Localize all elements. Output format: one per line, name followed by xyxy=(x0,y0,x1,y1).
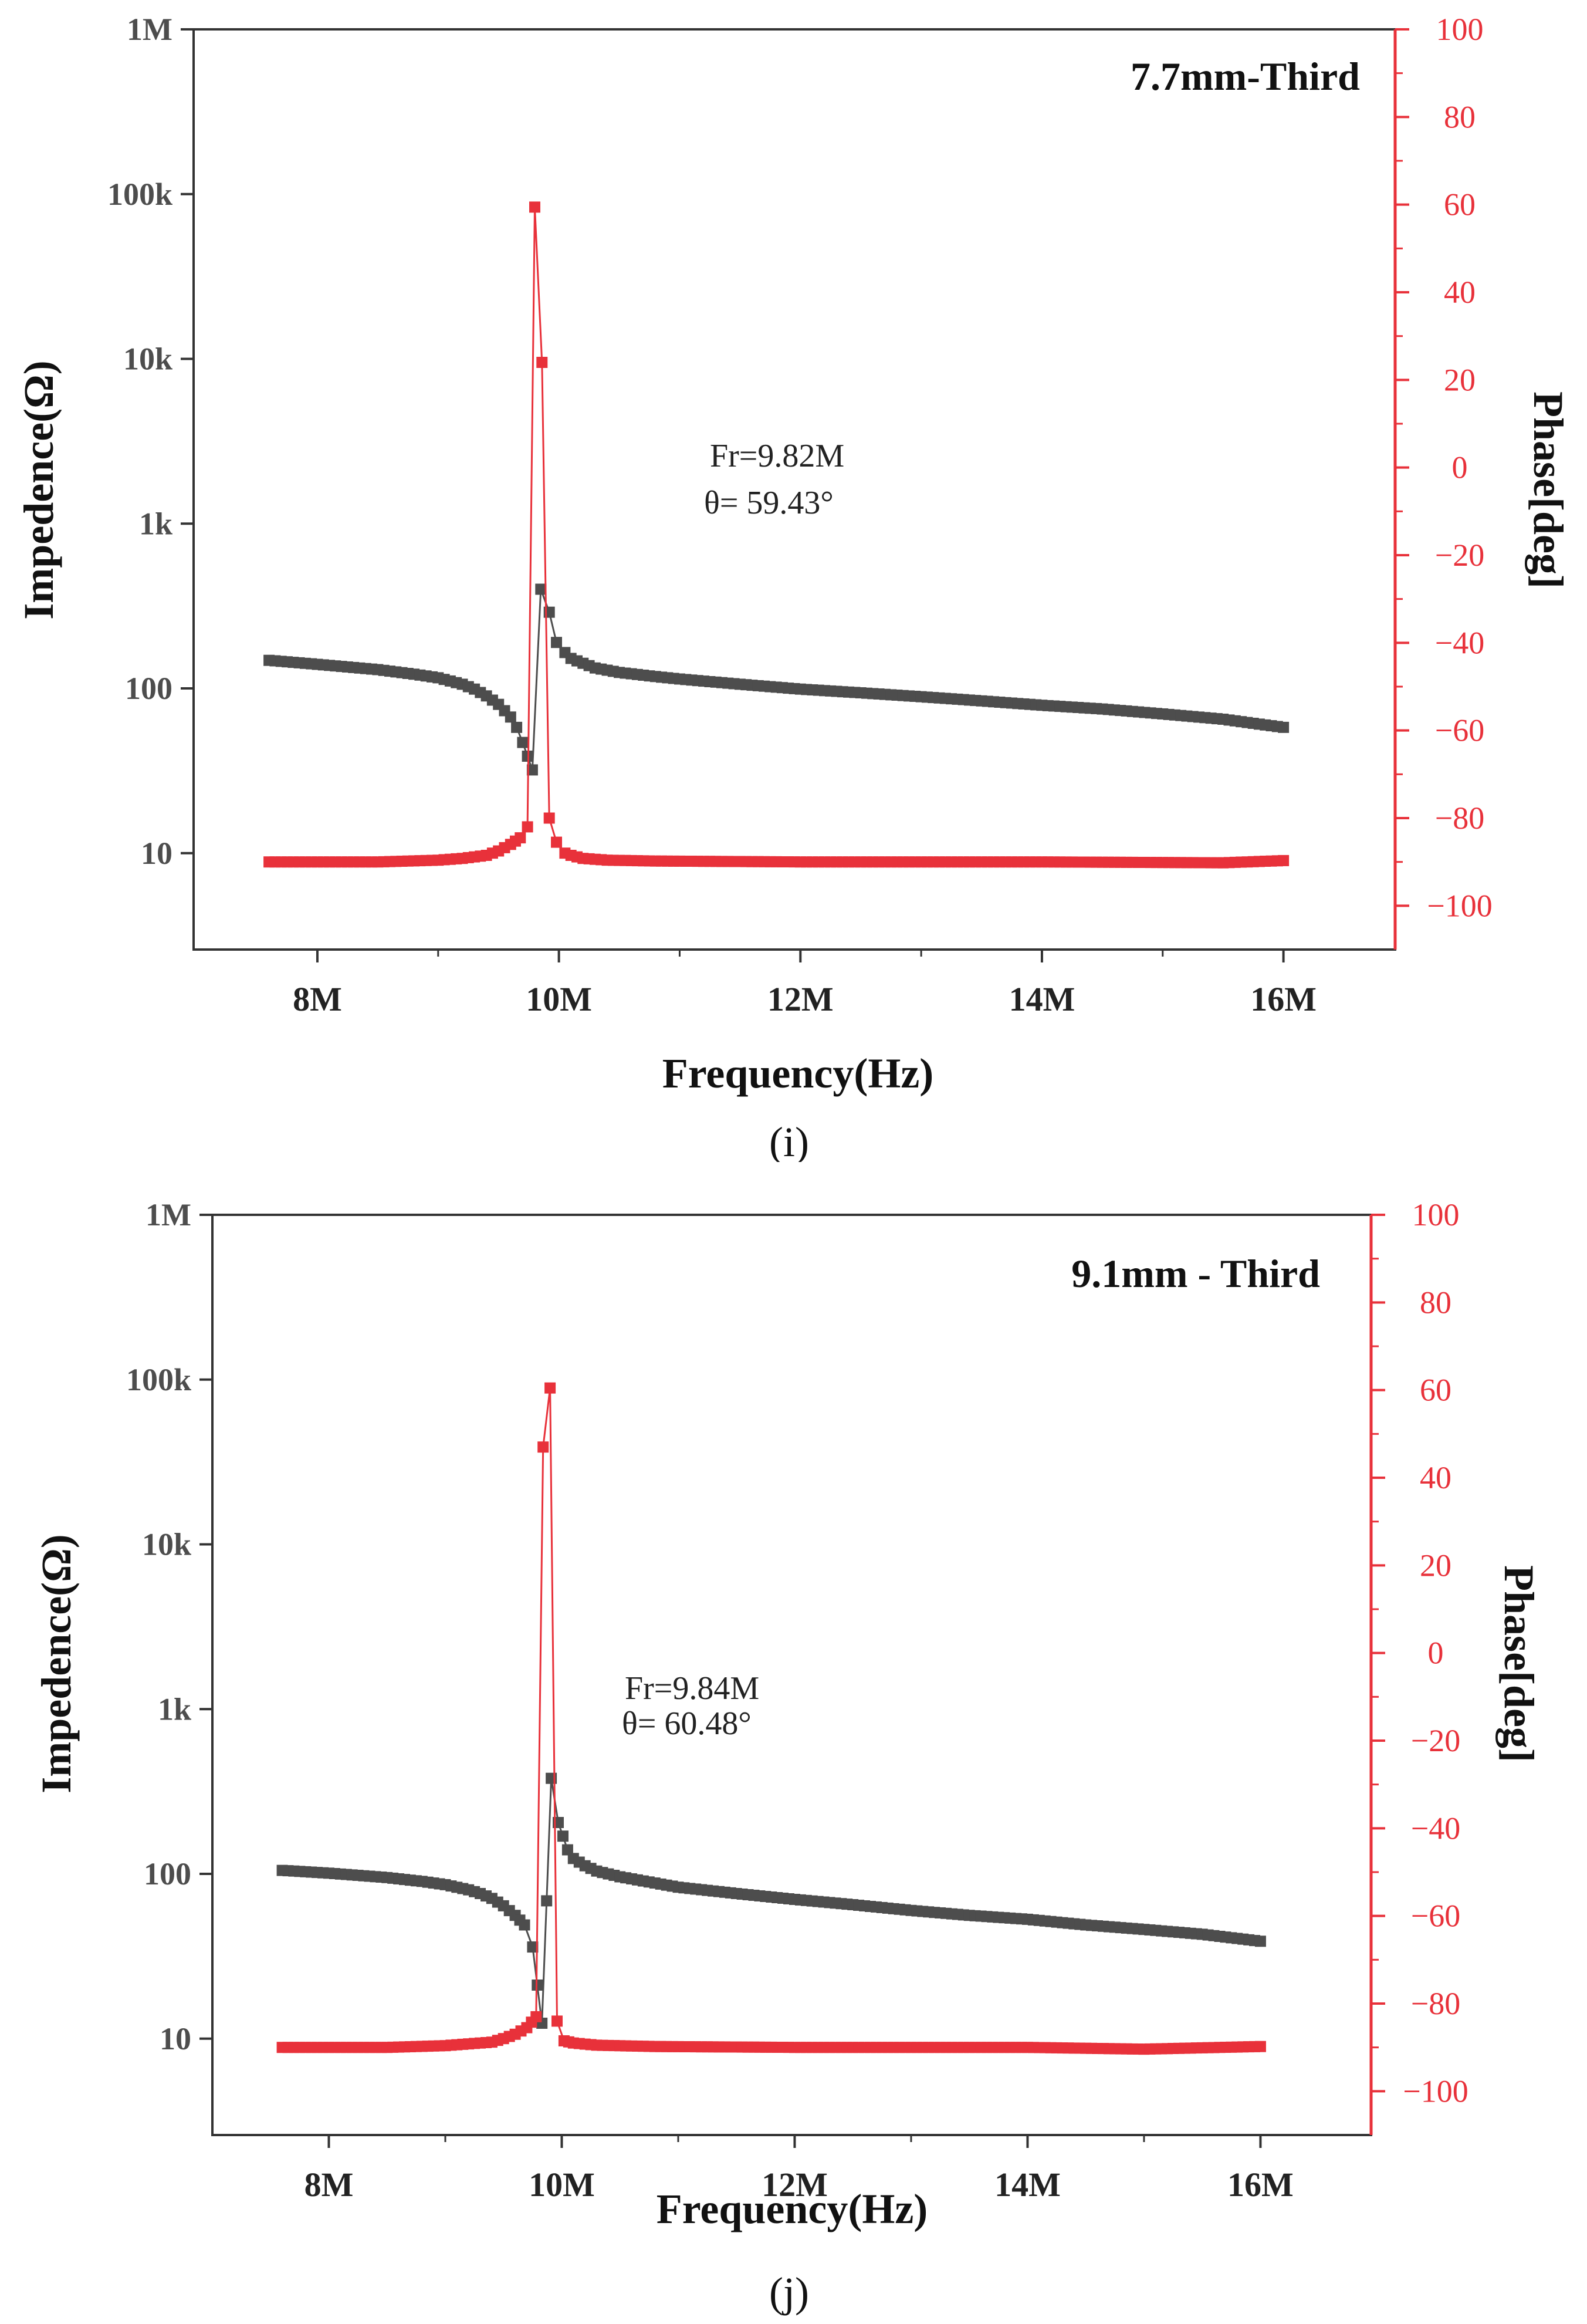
x-tick-label: 12M xyxy=(767,980,834,1018)
impedance-data-point xyxy=(541,1895,553,1907)
impedance-data-point xyxy=(527,1941,539,1953)
impedance-data-point xyxy=(1278,721,1290,733)
right-tick-label: −60 xyxy=(1411,1899,1460,1934)
right-tick-label: −40 xyxy=(1411,1810,1460,1846)
phase-data-point xyxy=(529,201,540,213)
right-tick-label: −20 xyxy=(1435,538,1484,573)
x-tick-label: 12M xyxy=(762,2166,828,2204)
x-tick-label: 10M xyxy=(529,2166,595,2204)
chart-svg-j: 10 100 1k 10k 100k 1M −100 −80 −60 −40 −20 0 20 40 60… xyxy=(33,1197,1542,2316)
impedance-data-point xyxy=(526,764,538,776)
x-axis-title: Frequency(Hz) xyxy=(662,1050,934,1097)
left-tick-label: 100k xyxy=(126,1362,191,1397)
phase-data-point xyxy=(1278,854,1290,866)
impedance-data-point xyxy=(519,1919,530,1931)
left-axis-title: Impedence(Ω) xyxy=(15,360,62,620)
phase-data-point xyxy=(537,1441,549,1453)
right-tick-label: −80 xyxy=(1435,800,1484,836)
phase-data-point xyxy=(536,357,548,368)
left-tick-label: 10k xyxy=(123,342,172,377)
left-tick-label: 100k xyxy=(107,177,172,212)
left-axis-title: Impedence(Ω) xyxy=(33,1534,80,1793)
right-axis-ticks: −100 −80 −60 −40 −20 0 20 40 60 80 100 xyxy=(1395,12,1493,923)
impedance-data-point xyxy=(505,711,516,723)
right-tick-label: 80 xyxy=(1444,99,1476,134)
chart-panel-j: 10 100 1k 10k 100k 1M −100 −80 −60 −40 −20 0 20 40 60… xyxy=(0,1162,1587,2324)
series-group xyxy=(263,201,1290,869)
x-tick-label: 8M xyxy=(304,2166,354,2204)
right-tick-label: −80 xyxy=(1411,1986,1460,2021)
right-tick-label: 40 xyxy=(1444,275,1476,310)
impedance-data-point xyxy=(561,1844,573,1856)
phase-series-line xyxy=(269,207,1284,864)
right-tick-label: 0 xyxy=(1452,450,1468,485)
phase-data-point xyxy=(544,1382,556,1394)
left-tick-label: 1M xyxy=(127,12,172,47)
right-tick-label: 0 xyxy=(1428,1636,1444,1671)
right-tick-label: 60 xyxy=(1420,1373,1451,1408)
right-axis-title: Phase[deg] xyxy=(1525,391,1572,589)
x-tick-label: 8M xyxy=(293,980,342,1018)
x-tick-label: 10M xyxy=(526,980,592,1018)
x-axis-title: Frequency(Hz) xyxy=(657,2185,928,2232)
phase-data-point xyxy=(543,812,555,824)
left-tick-label: 10 xyxy=(160,2021,191,2056)
panel-label: (j) xyxy=(769,2269,809,2316)
left-tick-label: 1M xyxy=(145,1197,191,1232)
left-axis-ticks: 10 100 1k 10k 100k 1M xyxy=(107,12,194,871)
x-tick-label: 16M xyxy=(1250,980,1317,1018)
annotation-resonance-frequency: Fr=9.82M xyxy=(710,438,844,474)
phase-data-point xyxy=(530,2011,542,2022)
phase-data-point xyxy=(551,836,562,848)
right-tick-label: 80 xyxy=(1420,1285,1451,1320)
left-tick-label: 1k xyxy=(158,1691,191,1727)
impedance-data-point xyxy=(535,583,547,595)
panel-label: (i) xyxy=(769,1119,809,1162)
impedance-data-point xyxy=(517,737,529,748)
phase-data-point xyxy=(551,2015,563,2027)
right-tick-label: 40 xyxy=(1420,1460,1451,1495)
right-tick-label: 20 xyxy=(1420,1548,1451,1583)
phase-series-line xyxy=(282,1387,1261,2051)
x-tick-label: 14M xyxy=(1009,980,1075,1018)
right-tick-label: −100 xyxy=(1403,2073,1468,2109)
phase-data-point xyxy=(1254,2041,1266,2052)
right-tick-label: −20 xyxy=(1411,1723,1460,1758)
chart-panel-i: 10 100 1k 10k 100k 1M −100 −80 −60 −40 −20 0 20 40 60… xyxy=(15,12,1572,1162)
left-tick-label: 10 xyxy=(141,836,172,871)
annotation-resonance-frequency: Fr=9.84M xyxy=(625,1670,759,1707)
left-tick-label: 100 xyxy=(144,1856,191,1891)
right-tick-label: 60 xyxy=(1444,187,1476,222)
annotation-phase-angle: θ= 60.48° xyxy=(622,1705,752,1742)
right-tick-label: 100 xyxy=(1436,12,1484,47)
right-tick-label: −40 xyxy=(1435,625,1484,660)
chart-title: 9.1mm - Third xyxy=(1071,1251,1320,1296)
x-axis-ticks: 8M 10M 12M 14M 16M xyxy=(304,2135,1294,2204)
right-tick-label: −100 xyxy=(1427,888,1492,923)
right-axis-ticks: −100 −80 −60 −40 −20 0 20 40 60 80 100 xyxy=(1371,1197,1468,2109)
left-tick-label: 10k xyxy=(142,1527,191,1562)
impedance-data-point xyxy=(1254,1935,1266,1947)
left-tick-label: 1k xyxy=(139,506,172,541)
chart-title: 7.7mm-Third xyxy=(1131,54,1360,99)
x-tick-label: 16M xyxy=(1227,2166,1294,2204)
series-group xyxy=(276,1382,1266,2055)
right-tick-label: 100 xyxy=(1412,1197,1460,1232)
plot-frame xyxy=(211,1214,1372,2136)
phase-data-point xyxy=(515,832,526,844)
phase-data-point xyxy=(522,821,533,833)
x-axis-ticks: 8M 10M 12M 14M 16M xyxy=(293,950,1317,1018)
right-axis-title: Phase[deg] xyxy=(1495,1565,1542,1762)
right-tick-label: 20 xyxy=(1444,362,1476,397)
left-tick-label: 100 xyxy=(125,671,172,706)
impedance-data-point xyxy=(557,1830,569,1842)
x-tick-label: 14M xyxy=(994,2166,1061,2204)
annotation-phase-angle: θ= 59.43° xyxy=(704,485,834,521)
chart-svg-i: 10 100 1k 10k 100k 1M −100 −80 −60 −40 −20 0 20 40 60… xyxy=(15,12,1572,1162)
left-axis-ticks: 10 100 1k 10k 100k 1M xyxy=(126,1197,212,2056)
impedance-data-point xyxy=(511,721,523,733)
impedance-data-point xyxy=(551,637,562,648)
right-tick-label: −60 xyxy=(1435,713,1484,748)
